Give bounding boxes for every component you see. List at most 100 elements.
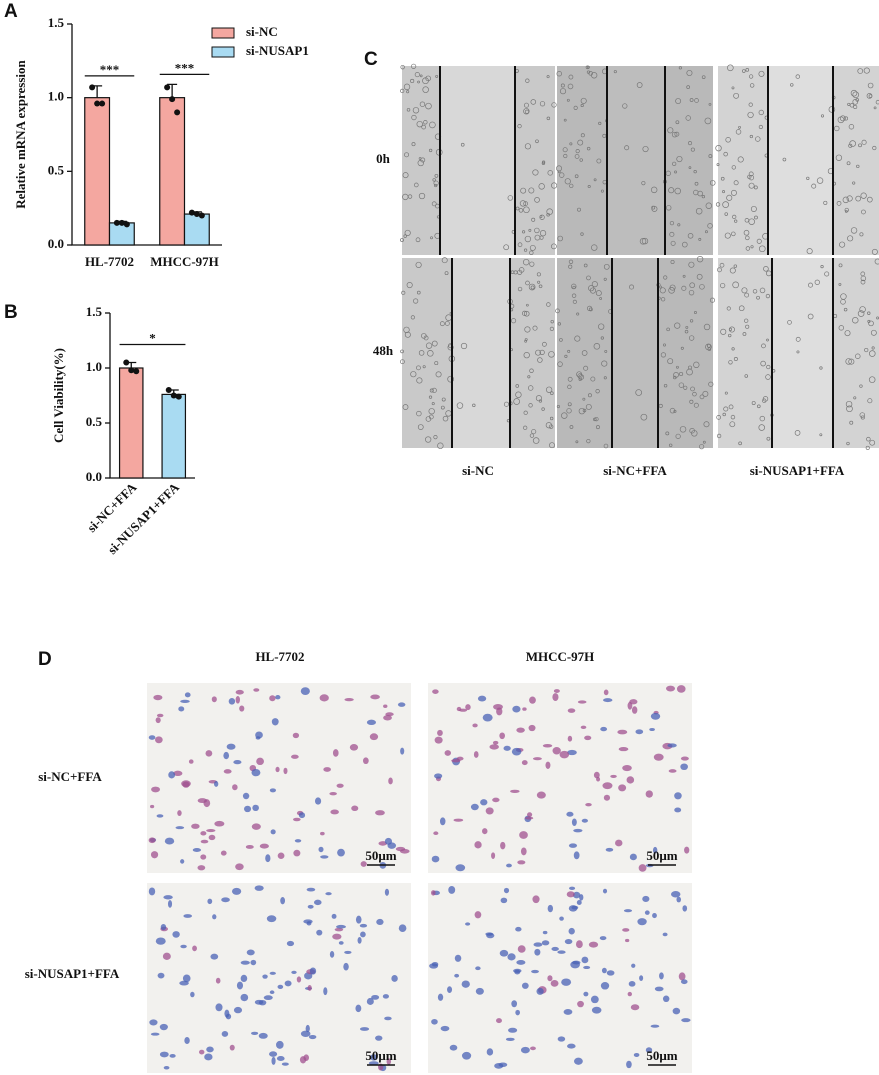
cell <box>431 387 437 393</box>
cell <box>498 1062 508 1068</box>
cell <box>441 257 448 264</box>
cell <box>210 953 219 960</box>
cell <box>733 180 739 186</box>
cell <box>263 995 273 1001</box>
cell <box>701 195 706 199</box>
cell <box>516 960 526 965</box>
bar <box>84 97 111 246</box>
cell <box>258 1032 268 1039</box>
cell <box>520 847 527 856</box>
cell <box>588 941 599 948</box>
cell <box>674 792 682 800</box>
cell <box>330 809 339 815</box>
cell <box>542 930 548 935</box>
cell <box>228 698 236 705</box>
cell <box>724 391 728 395</box>
cell <box>309 967 317 975</box>
cell <box>568 264 573 269</box>
cell <box>243 805 252 813</box>
cell <box>148 735 156 740</box>
cell <box>180 699 190 704</box>
cell <box>190 991 195 998</box>
cell <box>600 336 604 340</box>
cell <box>573 851 580 860</box>
scale-bar-label: 50μm <box>365 1048 396 1063</box>
cell <box>451 759 461 763</box>
y-tick-label: 0.0 <box>48 236 64 251</box>
cell <box>550 391 554 396</box>
cell <box>492 740 499 745</box>
cell <box>442 415 449 422</box>
cell <box>577 139 584 146</box>
cell <box>699 444 705 450</box>
cell <box>578 374 585 380</box>
cell <box>668 187 675 194</box>
cell <box>852 316 859 324</box>
cell <box>528 283 536 291</box>
cell <box>590 995 599 1004</box>
cell <box>510 318 517 324</box>
cell <box>567 1043 576 1049</box>
cell <box>252 804 259 812</box>
cell <box>414 182 419 188</box>
micrograph <box>428 883 692 1073</box>
cell <box>251 768 261 777</box>
cell <box>582 397 586 401</box>
cell <box>169 1053 176 1058</box>
cell <box>400 88 405 94</box>
cell <box>569 425 574 429</box>
cell <box>807 313 814 320</box>
cell <box>846 161 851 166</box>
cell <box>435 371 442 378</box>
cell <box>551 182 558 189</box>
cell <box>672 1007 681 1015</box>
cell <box>308 1034 317 1040</box>
cell <box>561 978 572 986</box>
cell <box>755 136 761 142</box>
cell <box>670 259 675 264</box>
cell <box>307 904 314 909</box>
cell <box>590 376 596 382</box>
cell <box>669 231 675 237</box>
cell <box>215 977 221 984</box>
data-point <box>113 219 120 226</box>
cell <box>351 805 359 812</box>
cell <box>852 99 859 105</box>
cell <box>730 414 736 420</box>
cell <box>153 694 163 701</box>
cell <box>207 898 213 905</box>
cell <box>275 766 280 773</box>
scratch-images <box>400 63 879 450</box>
cell <box>447 986 453 993</box>
cell <box>574 174 579 179</box>
cell <box>641 237 649 245</box>
cell <box>626 1060 632 1069</box>
cell <box>323 767 331 772</box>
cell <box>868 376 876 383</box>
cell <box>663 343 666 347</box>
cell <box>449 1044 458 1051</box>
cell <box>689 282 695 289</box>
cell <box>679 371 684 377</box>
cell <box>716 433 722 439</box>
cell <box>538 183 545 190</box>
cell <box>253 688 260 692</box>
cell <box>850 227 858 234</box>
cell <box>382 994 389 999</box>
cell <box>422 86 429 93</box>
cell <box>528 403 533 408</box>
cell <box>355 915 362 924</box>
cell <box>604 349 608 353</box>
cell <box>277 984 284 990</box>
cell <box>551 946 559 952</box>
cell <box>709 297 715 303</box>
cell <box>649 727 655 732</box>
cell <box>425 342 433 349</box>
cell <box>359 1027 370 1031</box>
cell <box>416 290 421 295</box>
cell <box>474 911 482 919</box>
cell <box>313 899 322 906</box>
cell <box>547 170 553 176</box>
cell <box>298 812 306 819</box>
cell <box>759 287 766 294</box>
